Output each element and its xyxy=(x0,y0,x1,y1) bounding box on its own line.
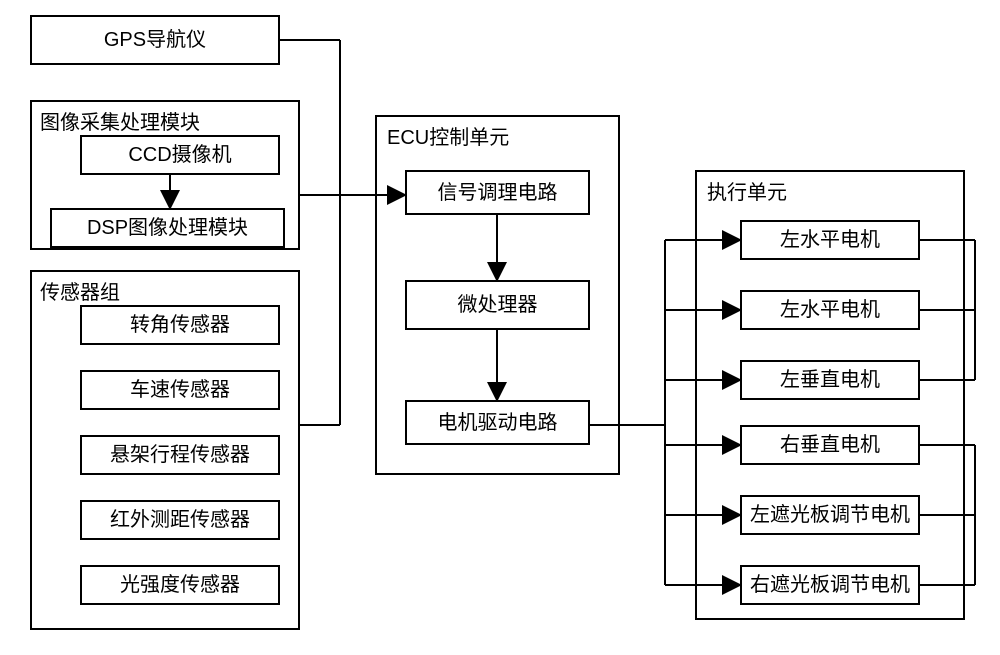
exec-item: 左水平电机 xyxy=(740,290,920,330)
dsp-box: DSP图像处理模块 xyxy=(50,208,285,248)
sensor-item: 悬架行程传感器 xyxy=(80,435,280,475)
signal-label: 信号调理电路 xyxy=(438,181,558,205)
exec-item: 左垂直电机 xyxy=(740,360,920,400)
signal-box: 信号调理电路 xyxy=(405,170,590,215)
sensor-item: 红外测距传感器 xyxy=(80,500,280,540)
exec-item: 右遮光板调节电机 xyxy=(740,565,920,605)
exec-item: 左水平电机 xyxy=(740,220,920,260)
sensor-item: 光强度传感器 xyxy=(80,565,280,605)
exec-item: 左遮光板调节电机 xyxy=(740,495,920,535)
driver-label: 电机驱动电路 xyxy=(438,411,558,435)
gps-box: GPS导航仪 xyxy=(30,15,280,65)
ccd-box: CCD摄像机 xyxy=(80,135,280,175)
ccd-label: CCD摄像机 xyxy=(128,143,231,167)
image-group-title: 图像采集处理模块 xyxy=(38,106,202,135)
dsp-label: DSP图像处理模块 xyxy=(87,216,248,240)
sensor-group-title: 传感器组 xyxy=(38,276,122,305)
ecu-group-title: ECU控制单元 xyxy=(385,121,511,150)
sensor-item: 转角传感器 xyxy=(80,305,280,345)
sensor-item: 车速传感器 xyxy=(80,370,280,410)
gps-label: GPS导航仪 xyxy=(104,28,206,52)
exec-group-title: 执行单元 xyxy=(705,176,789,205)
mcu-label: 微处理器 xyxy=(458,293,538,317)
exec-item: 右垂直电机 xyxy=(740,425,920,465)
driver-box: 电机驱动电路 xyxy=(405,400,590,445)
mcu-box: 微处理器 xyxy=(405,280,590,330)
